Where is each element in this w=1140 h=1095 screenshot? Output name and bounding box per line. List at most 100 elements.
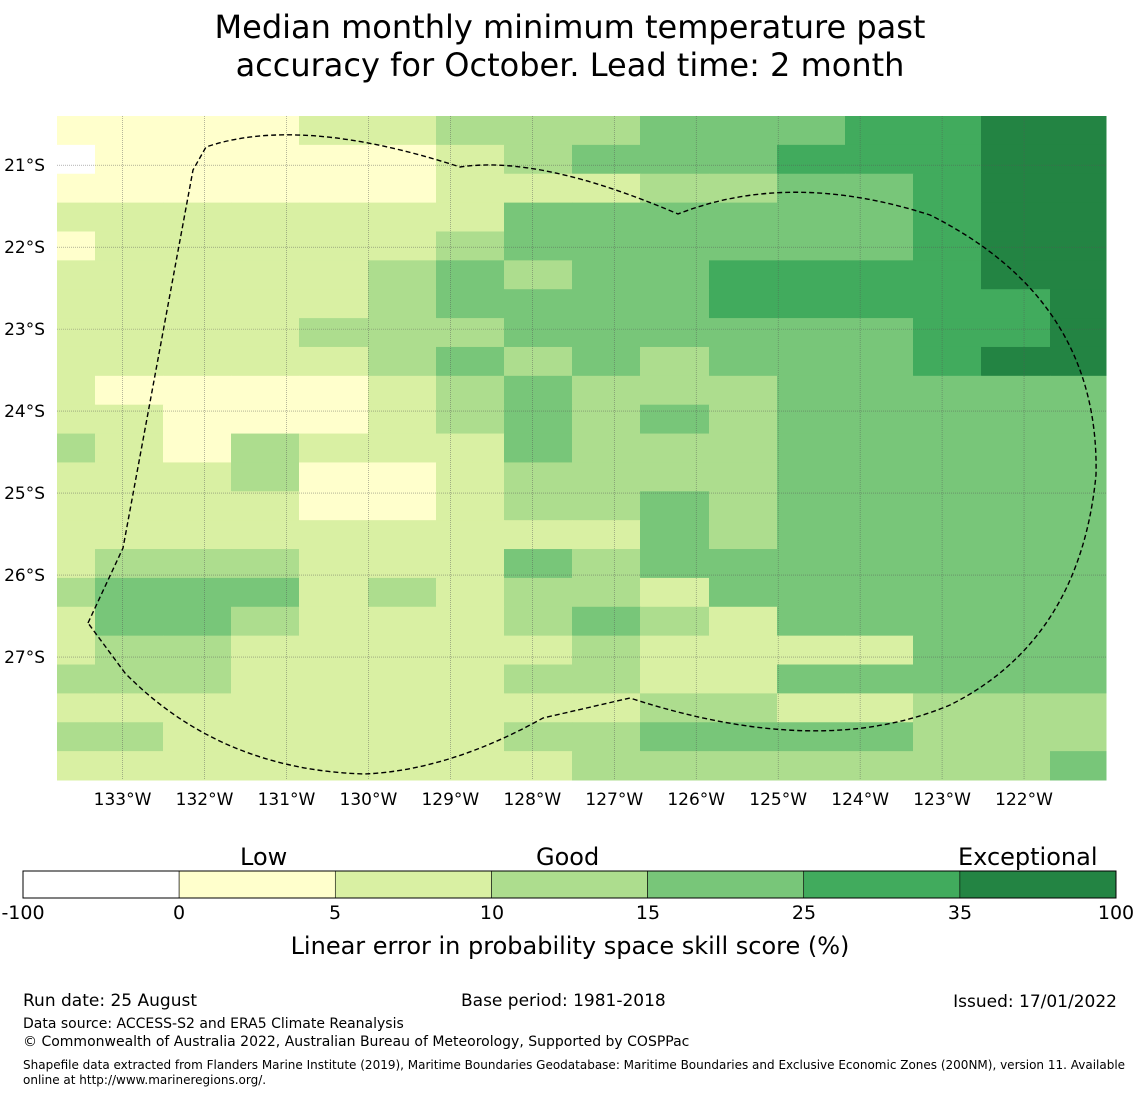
skill-cell <box>368 520 437 550</box>
skill-cell <box>777 491 846 521</box>
skill-cell <box>1050 144 1107 175</box>
skill-cell <box>640 577 710 608</box>
skill-cell <box>981 606 1051 637</box>
skill-cell <box>1050 664 1107 694</box>
skill-cell <box>436 635 505 666</box>
skill-cell <box>299 116 369 146</box>
skill-cell <box>231 318 300 348</box>
skill-cell <box>1050 520 1107 550</box>
skill-cell <box>572 318 641 348</box>
skill-cell <box>640 260 710 290</box>
skill-cell <box>640 346 710 377</box>
skill-cell <box>1050 635 1107 666</box>
skill-cell <box>95 664 164 694</box>
skill-cell <box>57 693 96 723</box>
skill-cell <box>572 606 641 637</box>
skill-cell <box>436 606 505 637</box>
skill-cell <box>231 116 300 146</box>
skill-cell <box>709 693 778 723</box>
skill-cell <box>163 231 232 261</box>
skill-cell <box>57 635 96 666</box>
colorbar-tick: 10 <box>479 902 505 924</box>
skill-cell <box>368 635 437 666</box>
skill-cell <box>777 462 846 492</box>
skill-cell <box>436 318 505 348</box>
skill-cell <box>640 231 710 261</box>
skill-cell <box>981 722 1051 752</box>
skill-cell <box>57 462 96 492</box>
skill-cell <box>709 635 778 666</box>
skill-cell <box>981 693 1051 723</box>
skill-cell <box>299 346 369 377</box>
skill-cell <box>913 491 982 521</box>
skill-cell <box>572 231 641 261</box>
skill-cell <box>368 606 437 637</box>
skill-cell <box>1050 433 1107 463</box>
skill-cell <box>572 491 641 521</box>
skill-cell <box>845 346 914 377</box>
skill-cell <box>504 173 573 204</box>
skill-cell <box>640 606 710 637</box>
skill-cell <box>95 173 164 204</box>
skill-cell <box>231 260 300 290</box>
skill-cell <box>640 318 710 348</box>
skill-cell <box>709 144 778 175</box>
skill-cell <box>572 520 641 550</box>
skill-cell <box>368 173 437 204</box>
skill-cell <box>57 549 96 579</box>
skill-cell <box>913 520 982 550</box>
shapefile-note: Shapefile data extracted from Flanders M… <box>23 1058 1126 1087</box>
skill-cell <box>913 116 982 146</box>
skill-cell <box>572 433 641 463</box>
skill-cell <box>1050 289 1107 319</box>
skill-cell <box>504 433 573 463</box>
skill-cell <box>163 318 232 348</box>
skill-cell <box>163 606 232 637</box>
skill-cell <box>1050 375 1107 406</box>
skill-cell <box>981 375 1051 406</box>
longitude-tick-label: 124°W <box>831 790 889 810</box>
skill-cell <box>640 173 710 204</box>
skill-cell <box>57 231 96 261</box>
skill-cell <box>436 289 505 319</box>
skill-cell <box>299 577 369 608</box>
skill-cell <box>845 664 914 694</box>
longitude-tick-label: 126°W <box>667 790 725 810</box>
skill-cell <box>163 491 232 521</box>
longitude-tick-label: 133°W <box>94 790 152 810</box>
skill-cell <box>299 202 369 232</box>
skill-cell <box>231 404 300 435</box>
skill-cell <box>231 144 300 175</box>
colorbar-category-good: Good <box>536 843 600 871</box>
skill-cell <box>709 722 778 752</box>
skill-cell <box>913 664 982 694</box>
skill-cell <box>436 173 505 204</box>
skill-cell <box>981 144 1051 175</box>
skill-cell <box>95 433 164 463</box>
skill-cell <box>777 722 846 752</box>
skill-cell <box>913 433 982 463</box>
skill-cell <box>163 346 232 377</box>
skill-cell <box>504 231 573 261</box>
skill-cell <box>57 577 96 608</box>
skill-cell <box>981 202 1051 232</box>
eez-boundary <box>87 134 1097 775</box>
skill-cell <box>299 549 369 579</box>
colorbar-segment <box>334 870 492 899</box>
skill-cell <box>981 520 1051 550</box>
skill-cell <box>163 260 232 290</box>
skill-cell <box>640 289 710 319</box>
longitude-tick-label: 131°W <box>258 790 316 810</box>
skill-cell <box>913 202 982 232</box>
skill-cell <box>504 520 573 550</box>
skill-cell <box>777 346 846 377</box>
skill-cell <box>709 318 778 348</box>
skill-cell <box>95 722 164 752</box>
skill-grid <box>57 116 1107 781</box>
skill-cell <box>981 549 1051 579</box>
skill-cell <box>572 375 641 406</box>
skill-cell <box>299 751 369 781</box>
skill-cell <box>913 722 982 752</box>
skill-cell <box>709 549 778 579</box>
skill-cell <box>913 606 982 637</box>
